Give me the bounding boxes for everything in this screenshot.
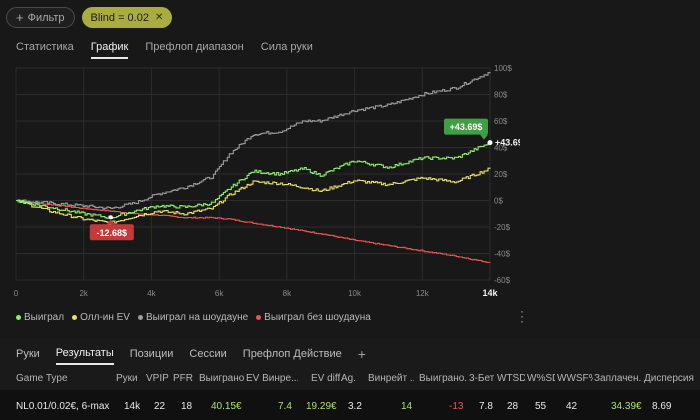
y-tick-label: 0$ — [494, 197, 503, 206]
results-panel: Руки Результаты Позиции Сессии Префлоп Д… — [0, 338, 700, 420]
header-won[interactable]: Выиграно — [199, 373, 245, 384]
series-non-showdown-line — [16, 199, 491, 264]
y-tick-label: 100$ — [494, 64, 512, 73]
tab-graph[interactable]: График — [90, 41, 129, 59]
cell-wsd: 55 — [535, 401, 547, 412]
y-tick-label: -20$ — [494, 223, 511, 232]
header-ev-winrate[interactable]: EV Винре... — [246, 373, 298, 384]
y-tick-label: -60$ — [494, 276, 511, 285]
header-aggression[interactable]: Ag. — [341, 373, 357, 384]
add-filter-button[interactable]: + Фильтр — [6, 7, 75, 28]
header-wsd[interactable]: W%SD — [527, 373, 555, 384]
x-tick-label: 10k — [348, 289, 362, 298]
y-tick-label: 20$ — [494, 170, 508, 179]
bottom-tabs: Руки Результаты Позиции Сессии Префлоп Д… — [16, 346, 366, 366]
blind-filter-label: Blind = 0.02 — [90, 11, 149, 24]
legend-dot-non-showdown — [256, 315, 262, 320]
blind-filter-chip[interactable]: Blind = 0.02 ✕ — [81, 7, 173, 28]
legend-showdown[interactable]: Выиграл на шоудауне — [137, 312, 249, 323]
legend-dot-won — [16, 315, 21, 320]
max-badge-label: +43.69$ — [450, 122, 483, 132]
cell-game-type: NL0.01/0.02€, 6-max — [16, 401, 110, 412]
y-tick-label: 80$ — [494, 91, 508, 100]
cell-winrate: 14 — [401, 401, 413, 412]
tab-statistics[interactable]: Статистика — [16, 41, 74, 53]
series-showdown-line — [16, 72, 491, 210]
header-game-type[interactable]: Game Type — [16, 373, 68, 384]
max-point-marker — [487, 140, 493, 146]
tab-hands[interactable]: Руки — [16, 348, 40, 360]
close-icon[interactable]: ✕ — [154, 12, 164, 23]
tab-hand-strength[interactable]: Сила руки — [260, 41, 313, 53]
legend-won-label: Выиграл — [24, 312, 65, 323]
legend-dot-showdown — [137, 315, 143, 320]
x-tick-label: 14k — [482, 288, 498, 298]
cell-wtsd: 28 — [507, 401, 519, 412]
cell-won-2: -13 — [449, 401, 464, 412]
filter-bar: + Фильтр Blind = 0.02 ✕ — [6, 7, 173, 28]
legend-allin-ev-label: Олл-ин EV — [80, 312, 130, 323]
x-tick-label: 0 — [14, 289, 19, 298]
legend-dot-allin-ev — [72, 315, 78, 320]
header-won-2[interactable]: Выиграно... — [419, 373, 467, 384]
add-filter-label: Фильтр — [27, 11, 65, 24]
end-value-label: +43.69$ — [495, 138, 520, 148]
max-badge-bg — [444, 118, 488, 135]
min-badge-pointer — [106, 219, 115, 225]
header-vpip[interactable]: VPIP — [146, 373, 169, 384]
x-tick-label: 8k — [283, 289, 292, 298]
header-pfr[interactable]: PFR — [173, 373, 193, 384]
header-hands[interactable]: Руки — [116, 373, 138, 384]
plus-icon: + — [16, 10, 24, 25]
cell-3bet: 7.8 — [479, 401, 493, 412]
legend-non-showdown-label: Выиграл без шоудауна — [264, 312, 371, 323]
tab-preflop-range[interactable]: Префлоп диапазон — [145, 41, 244, 53]
header-winrate[interactable]: Винрейт ... — [368, 373, 414, 384]
legend-won[interactable]: Выиграл — [16, 312, 64, 323]
series-won-line — [16, 142, 490, 220]
header-variance[interactable]: Дисперсия — [644, 373, 694, 384]
tab-results[interactable]: Результаты — [55, 347, 114, 365]
legend-non-showdown[interactable]: Выиграл без шоудауна — [256, 312, 371, 323]
cell-aggression: 3.2 — [348, 401, 362, 412]
cell-ev-winrate: 7.4 — [278, 401, 292, 412]
y-tick-label: 40$ — [494, 144, 508, 153]
table-row[interactable] — [0, 390, 700, 420]
top-tabs: Статистика График Префлоп диапазон Сила … — [16, 41, 313, 59]
legend-allin-ev[interactable]: Олл-ин EV — [72, 312, 130, 323]
header-paid[interactable]: Заплачен... — [594, 373, 641, 384]
tab-positions[interactable]: Позиции — [129, 348, 174, 360]
legend-showdown-label: Выиграл на шоудауне — [145, 312, 249, 323]
min-badge-bg — [89, 224, 134, 241]
min-badge-label: -12.68$ — [97, 228, 128, 238]
chart-legend: Выиграл Олл-ин EV Выиграл на шоудауне Вы… — [16, 312, 371, 323]
x-tick-label: 4k — [147, 289, 156, 298]
cell-wwsf: 42 — [566, 401, 578, 412]
tab-sessions[interactable]: Сессии — [189, 348, 227, 360]
cell-variance: 8.69 — [652, 401, 672, 412]
header-3bet[interactable]: 3-Бет — [469, 373, 495, 384]
cell-vpip: 22 — [154, 401, 166, 412]
header-ev-diff[interactable]: EV diff. — [311, 373, 343, 384]
cell-won: 40.15€ — [211, 401, 242, 412]
max-badge-pointer — [480, 134, 488, 140]
more-vertical-icon[interactable]: · · · — [520, 304, 524, 328]
cell-paid: 34.39€ — [611, 401, 642, 412]
results-chart: 100$ 80$ 60$ 40$ 20$ 0$ -20$ -40$ -60$ 0 2k 4k 6k 8k 1… — [14, 64, 520, 298]
y-tick-label: 60$ — [494, 117, 508, 126]
cell-pfr: 18 — [181, 401, 193, 412]
x-tick-label: 2k — [79, 289, 88, 298]
cell-ev-diff: 19.29€ — [306, 401, 337, 412]
x-tick-label: 6k — [215, 289, 224, 298]
header-wtsd[interactable]: WTSD — [497, 373, 525, 384]
tab-preflop-action[interactable]: Префлоп Действие — [242, 348, 342, 360]
add-tab-icon[interactable]: + — [357, 346, 366, 362]
x-tick-label: 12k — [416, 289, 430, 298]
cell-hands: 14k — [124, 401, 141, 412]
y-tick-label: -40$ — [494, 250, 511, 259]
min-point-marker — [108, 215, 113, 220]
header-wwsf[interactable]: WWSF% — [557, 373, 593, 384]
series-allin-ev-line — [16, 167, 491, 225]
